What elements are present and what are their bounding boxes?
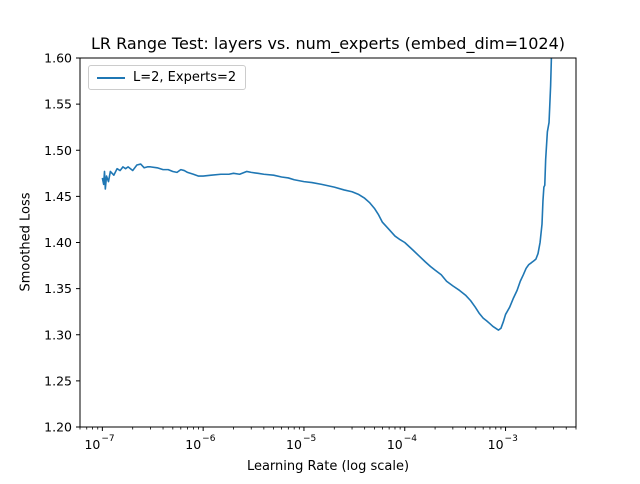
series-line-0 [101, 58, 553, 331]
x-tick-exponent: −5 [303, 434, 316, 444]
series-layer [101, 58, 553, 331]
x-tick-exponent: −4 [404, 434, 418, 444]
legend: L=2, Experts=2 [88, 65, 246, 90]
x-tick-exponent: −3 [505, 434, 518, 444]
chart-title: LR Range Test: layers vs. num_experts (e… [91, 34, 565, 53]
y-tick-label: 1.40 [44, 235, 72, 250]
x-tick-label: 10 −7 [84, 434, 114, 452]
x-tick-base: 10 [286, 437, 302, 452]
x-tick-exponent: −6 [202, 434, 216, 444]
y-tick-label: 1.20 [44, 420, 72, 435]
legend-line-swatch [97, 77, 125, 79]
y-tick-label: 1.60 [44, 51, 72, 66]
x-tick-base: 10 [488, 437, 504, 452]
x-tick-exponent: −7 [101, 434, 114, 444]
y-tick-label: 1.55 [44, 97, 72, 112]
y-tick-label: 1.35 [44, 281, 72, 296]
y-tick-label: 1.30 [44, 327, 72, 342]
x-tick-label: 10 −4 [387, 434, 417, 452]
x-axis-label: Learning Rate (log scale) [246, 459, 410, 474]
y-tick-label: 1.45 [44, 189, 72, 204]
x-tick-label: 10 −3 [488, 434, 518, 452]
x-tick-base: 10 [84, 437, 100, 452]
x-tick-label: 10 −5 [286, 434, 316, 452]
y-axis-ticks: 1.20 1.25 1.30 1.35 1.40 1.45 1.50 1.55 1.60 [44, 51, 80, 435]
y-tick-label: 1.25 [44, 373, 72, 388]
y-axis-label: Smoothed Loss [18, 192, 34, 292]
x-axis-ticks: 10 −7 10 −6 10 −5 10 −4 10 −3 [79, 427, 577, 452]
plot-frame [79, 57, 577, 428]
legend-label: L=2, Experts=2 [133, 70, 237, 85]
y-tick-label: 1.50 [44, 143, 72, 158]
x-tick-label: 10 −6 [185, 434, 215, 452]
x-tick-base: 10 [185, 437, 201, 452]
x-tick-base: 10 [387, 437, 403, 452]
